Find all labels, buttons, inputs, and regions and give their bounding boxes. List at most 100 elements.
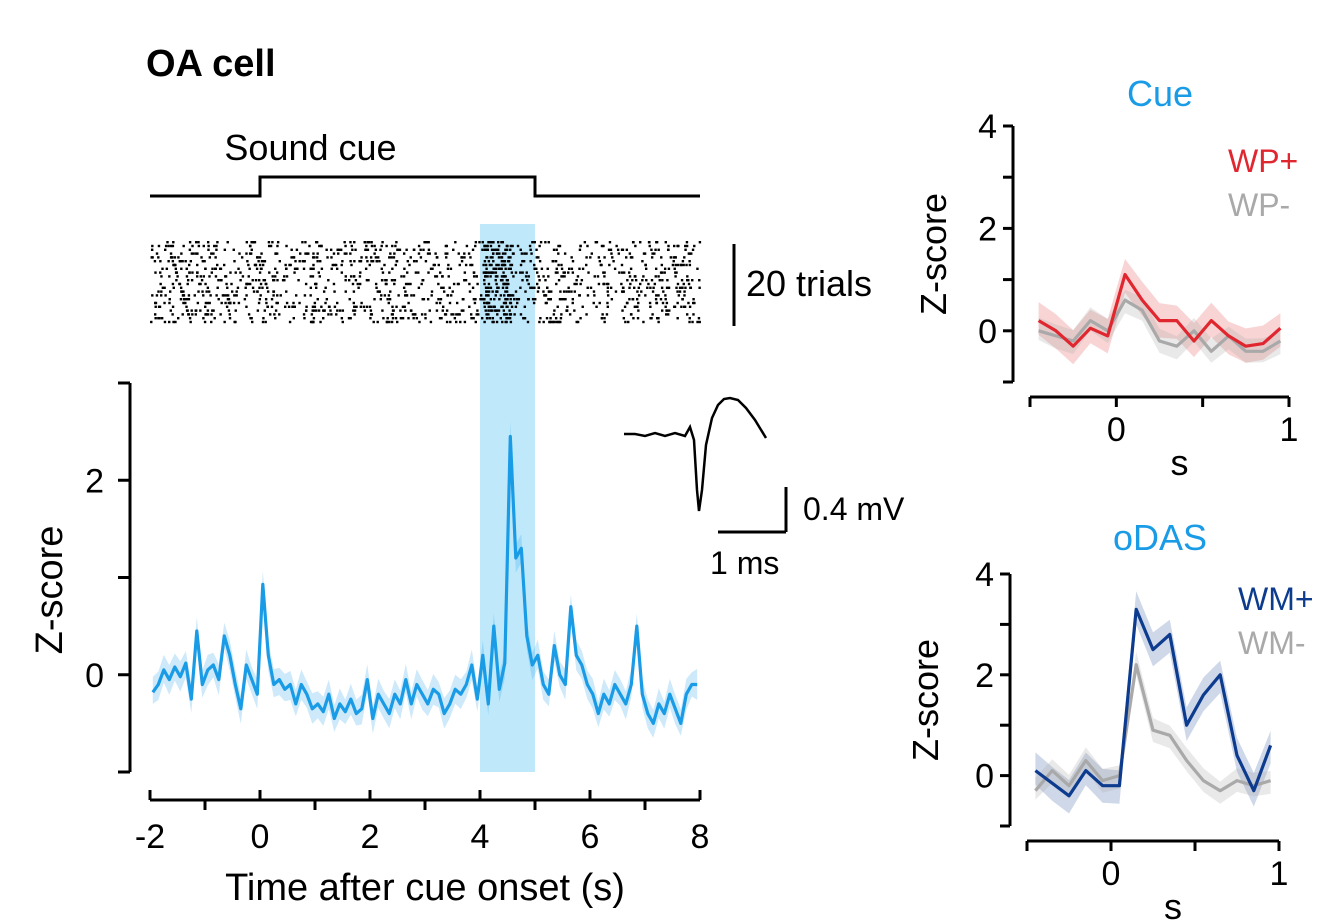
raster-dot bbox=[199, 275, 203, 278]
raster-dot bbox=[245, 294, 248, 297]
raster-dot bbox=[489, 256, 492, 259]
raster-dot bbox=[698, 286, 701, 289]
raster-dot bbox=[410, 309, 413, 312]
raster-dot bbox=[681, 286, 684, 289]
raster-dot bbox=[391, 267, 394, 270]
raster-dot bbox=[502, 271, 505, 274]
raster-dot bbox=[270, 298, 274, 301]
raster-dot bbox=[177, 317, 180, 320]
raster-dot bbox=[598, 260, 602, 263]
raster-dot bbox=[202, 244, 205, 248]
raster-dot bbox=[215, 244, 218, 248]
raster-dot bbox=[193, 294, 196, 297]
raster-dot bbox=[567, 290, 571, 293]
raster-dot bbox=[184, 301, 187, 305]
raster-dot bbox=[406, 260, 410, 263]
raster-dot bbox=[446, 267, 450, 270]
raster-dot bbox=[185, 298, 189, 301]
raster-dot bbox=[510, 271, 514, 274]
raster-dot bbox=[241, 275, 245, 278]
raster-dot bbox=[172, 320, 175, 324]
raster-dot bbox=[568, 313, 572, 316]
raster-dot bbox=[177, 256, 180, 259]
raster-dot bbox=[420, 282, 423, 286]
raster-dot bbox=[496, 275, 499, 278]
raster-dot bbox=[426, 298, 430, 301]
raster-dot bbox=[268, 271, 271, 274]
raster-dot bbox=[379, 298, 382, 301]
raster-dot bbox=[164, 294, 167, 297]
raster-dot bbox=[571, 260, 575, 263]
raster-dot bbox=[493, 309, 496, 312]
raster-dot bbox=[205, 313, 209, 316]
raster-dot bbox=[606, 301, 609, 305]
odas-wm-plus-line bbox=[1034, 607, 1273, 798]
raster-dot bbox=[293, 271, 296, 274]
main-x-tick-label: 0 bbox=[251, 818, 270, 856]
raster-dot bbox=[682, 282, 685, 286]
raster-dot bbox=[489, 286, 493, 289]
raster-dot bbox=[665, 313, 668, 316]
raster-dot bbox=[449, 267, 453, 270]
raster-dot bbox=[585, 256, 588, 259]
raster-dot bbox=[191, 313, 194, 316]
raster-dot bbox=[596, 275, 600, 278]
raster-dot bbox=[227, 309, 231, 312]
raster-dot bbox=[653, 252, 656, 255]
raster-dot bbox=[404, 282, 408, 286]
raster-dot bbox=[589, 286, 593, 289]
raster-dot bbox=[392, 256, 396, 259]
raster-dot bbox=[278, 260, 281, 263]
raster-dot bbox=[423, 241, 426, 244]
raster-dot bbox=[508, 294, 512, 297]
raster-dot bbox=[514, 271, 518, 274]
raster-dot bbox=[684, 248, 687, 251]
raster-dot bbox=[206, 313, 210, 316]
raster-dot bbox=[428, 309, 431, 312]
raster-dot bbox=[477, 313, 480, 316]
raster-dot bbox=[240, 256, 244, 259]
raster-dot bbox=[486, 275, 489, 278]
main-y-axis-label: Z-score bbox=[29, 526, 71, 655]
raster-dot bbox=[463, 320, 467, 324]
raster-dot bbox=[692, 301, 695, 305]
raster-dot bbox=[650, 279, 654, 282]
raster-dot bbox=[388, 271, 391, 274]
raster-dot bbox=[452, 248, 455, 251]
raster-dot bbox=[217, 279, 220, 282]
raster-dot bbox=[688, 263, 692, 267]
raster-dot bbox=[484, 263, 488, 267]
raster-dot bbox=[313, 282, 317, 286]
raster-dot bbox=[189, 260, 193, 263]
raster-dot bbox=[275, 271, 279, 274]
raster-dot bbox=[199, 309, 202, 312]
raster-dot bbox=[353, 260, 356, 263]
raster-dot bbox=[676, 290, 679, 293]
raster-dot bbox=[570, 267, 574, 270]
raster-dot bbox=[312, 320, 315, 324]
raster-dot bbox=[161, 267, 164, 270]
odas-x-tick-label: 0 bbox=[1102, 855, 1121, 893]
raster-dot bbox=[698, 320, 701, 324]
raster-dot bbox=[469, 256, 472, 259]
raster-dot bbox=[420, 313, 424, 316]
raster-dot bbox=[341, 320, 344, 324]
raster-dot bbox=[559, 290, 562, 293]
raster-dot bbox=[333, 263, 336, 267]
raster-dot bbox=[259, 294, 262, 297]
raster-dot bbox=[404, 290, 407, 293]
raster-dot bbox=[650, 317, 653, 320]
raster-dot bbox=[376, 290, 379, 293]
raster-dot bbox=[485, 290, 488, 293]
raster-dot bbox=[301, 241, 304, 244]
raster-dot bbox=[654, 298, 658, 301]
odas-y-tick-label: 4 bbox=[975, 556, 994, 594]
raster-dot bbox=[505, 282, 509, 286]
main-x-axis-label: Time after cue onset (s) bbox=[225, 867, 625, 909]
raster-dot bbox=[378, 290, 381, 293]
raster-dot bbox=[644, 263, 647, 267]
raster-dot bbox=[555, 267, 558, 270]
raster-dot bbox=[664, 298, 667, 301]
raster-dot bbox=[399, 317, 403, 320]
raster-dot bbox=[267, 241, 271, 244]
